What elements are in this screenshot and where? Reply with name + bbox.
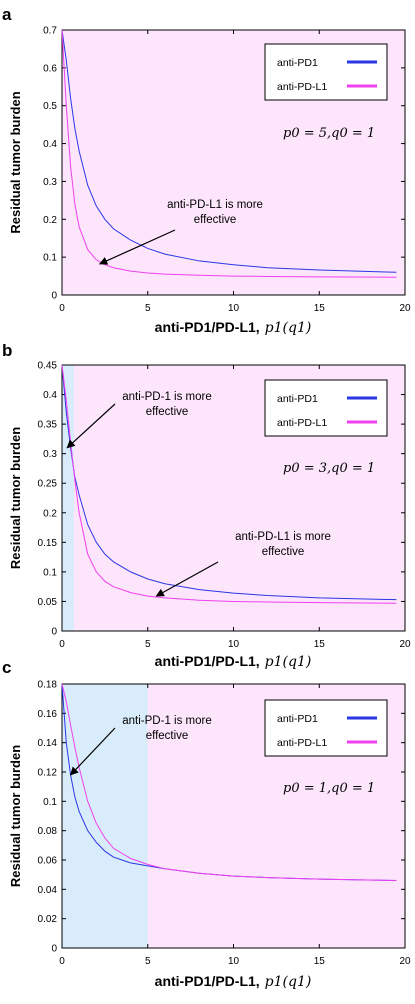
annotation-arrow	[98, 229, 176, 265]
y-tick-label: 0.6	[43, 63, 57, 74]
x-axis-label-math: p1(q1)	[265, 320, 312, 336]
annotation-text: anti-PD-1 is more effective	[122, 715, 211, 742]
parameter-label: p0 = 5,q0 = 1	[283, 126, 375, 141]
panel-c: 0 0.02 0.04 0.06 0.08 0.1 0.12 0.14 0.16 0.18 0 5 10…	[2, 658, 411, 990]
annotation-arrow	[69, 727, 116, 776]
legend-label: anti-PD-L1	[277, 737, 327, 749]
y-tick-label: 0.12	[38, 768, 58, 779]
y-axis-label: Residual tumor burden	[8, 427, 23, 569]
x-axis-label-math: p1(q1)	[265, 654, 312, 670]
annotation-line: anti-PD-1 is more	[122, 715, 211, 727]
legend-label: anti-PD1	[277, 57, 318, 69]
y-tick-label: 0.7	[43, 26, 57, 37]
annotation-line: effective	[146, 730, 189, 742]
annotation-text: anti-PD-1 is more effective	[122, 391, 211, 418]
y-tick-label: 0.5	[43, 101, 57, 112]
y-tick-label: 0.14	[38, 738, 58, 749]
annotation-arrow	[66, 403, 116, 449]
x-tick-label: 15	[314, 639, 326, 650]
legend-label: anti-PD-L1	[277, 417, 327, 429]
y-tick-label: 0.35	[38, 420, 58, 431]
panel-label: b	[2, 341, 12, 360]
y-axis-label: Residual tumor burden	[8, 745, 23, 887]
panel-b: 0 0.05 0.1 0.15 0.2 0.25 0.3 0.35 0.4 0.45 0 5 10 15 2…	[2, 341, 411, 670]
x-tick-label: 5	[145, 639, 151, 650]
y-tick-label: 0.06	[38, 856, 58, 867]
series-line-anti-pdl1	[61, 364, 397, 604]
y-tick-label: 0.2	[43, 508, 57, 519]
annotation-text: anti-PD-L1 is more effective	[235, 531, 331, 558]
x-tick-label: 0	[59, 956, 65, 967]
y-tick-label: 0	[51, 944, 57, 955]
series-line-anti-pdl1	[61, 29, 397, 278]
y-tick-label: 0.2	[43, 215, 57, 226]
y-tick-label: 0.1	[43, 567, 57, 578]
y-tick-label: 0.4	[43, 139, 57, 150]
series-line-anti-pd1	[61, 29, 397, 273]
y-tick-label: 0.25	[38, 479, 58, 490]
annotation-line: anti-PD-L1 is more	[167, 199, 263, 211]
x-axis-label: anti-PD1/PD-L1, p1(q1)	[155, 319, 312, 336]
y-tick-label: 0.45	[38, 361, 58, 372]
legend-label: anti-PD-L1	[277, 81, 327, 93]
blue-shaded-region	[62, 684, 148, 948]
y-tick-label: 0.1	[43, 253, 57, 264]
x-tick-label: 20	[399, 303, 411, 314]
x-tick-label: 15	[314, 303, 326, 314]
x-axis-label-text: anti-PD1/PD-L1,	[155, 973, 260, 989]
y-axis-label: Residual tumor burden	[8, 91, 23, 233]
y-tick-label: 0.15	[38, 538, 58, 549]
y-tick-label: 0	[51, 627, 57, 638]
x-tick-label: 10	[228, 639, 240, 650]
y-tick-label: 0.4	[43, 390, 57, 401]
x-axis-label-text: anti-PD1/PD-L1,	[155, 653, 260, 669]
x-tick-label: 5	[145, 303, 151, 314]
series-line-anti-pdl1	[61, 683, 397, 882]
y-tick-label: 0.04	[38, 885, 58, 896]
y-tick-label: 0.1	[43, 797, 57, 808]
y-tick-label: 0.16	[38, 709, 58, 720]
panel-a: 0 0.1 0.2 0.3 0.4 0.5 0.6 0.7 0 5 10 15 20 anti-PD1 an…	[2, 5, 411, 336]
legend-label: anti-PD1	[277, 393, 318, 405]
x-tick-label: 0	[59, 303, 65, 314]
annotation-arrow	[155, 561, 219, 597]
annotation-line: anti-PD-L1 is more	[235, 531, 331, 543]
x-tick-label: 20	[399, 639, 411, 650]
x-tick-label: 20	[399, 956, 411, 967]
annotation-line: effective	[262, 546, 305, 558]
y-tick-label: 0.08	[38, 826, 58, 837]
x-tick-label: 10	[228, 303, 240, 314]
x-axis-label-text: anti-PD1/PD-L1,	[155, 319, 260, 335]
annotation-line: anti-PD-1 is more	[122, 391, 211, 403]
y-tick-label: 0.18	[38, 680, 58, 691]
parameter-label: p0 = 1,q0 = 1	[283, 781, 375, 796]
y-tick-label: 0.05	[38, 597, 58, 608]
legend-label: anti-PD1	[277, 713, 318, 725]
x-axis-label-math: p1(q1)	[265, 974, 312, 990]
panel-label: a	[2, 5, 12, 24]
legend-box	[264, 699, 388, 757]
legend-box	[264, 379, 388, 437]
x-axis-label: anti-PD1/PD-L1, p1(q1)	[155, 973, 312, 990]
panel-label: c	[2, 658, 11, 677]
annotation-line: effective	[194, 214, 237, 226]
parameter-label: p0 = 3,q0 = 1	[283, 461, 375, 476]
y-tick-label: 0.02	[38, 914, 58, 925]
annotation-line: effective	[146, 406, 189, 418]
legend-box	[264, 43, 388, 101]
x-tick-label: 5	[145, 956, 151, 967]
x-tick-label: 10	[228, 956, 240, 967]
x-tick-label: 15	[314, 956, 326, 967]
y-tick-label: 0	[51, 291, 57, 302]
y-tick-label: 0.3	[43, 449, 57, 460]
y-tick-label: 0.3	[43, 177, 57, 188]
blue-shaded-region	[62, 365, 75, 631]
annotation-text: anti-PD-L1 is more effective	[167, 199, 263, 226]
x-tick-label: 0	[59, 639, 65, 650]
x-axis-label: anti-PD1/PD-L1, p1(q1)	[155, 653, 312, 670]
